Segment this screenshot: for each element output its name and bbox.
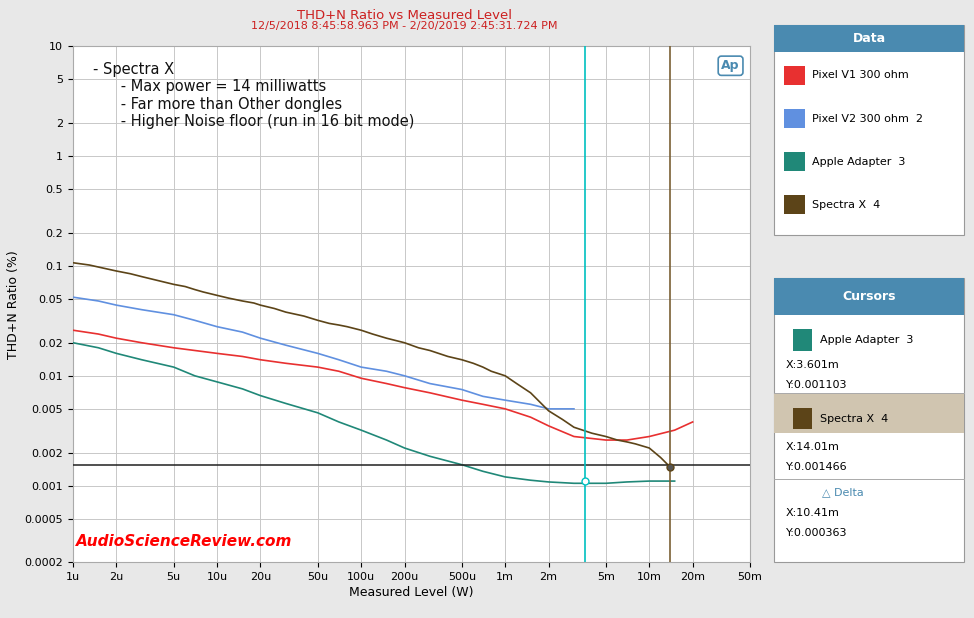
Text: Y:0.001466: Y:0.001466 bbox=[786, 462, 847, 472]
Text: Pixel V2 300 ohm  2: Pixel V2 300 ohm 2 bbox=[812, 114, 923, 124]
Bar bbox=[774, 25, 964, 52]
Text: Cursors: Cursors bbox=[843, 290, 896, 303]
Text: AudioScienceReview.com: AudioScienceReview.com bbox=[76, 535, 293, 549]
Text: Ap: Ap bbox=[722, 59, 740, 72]
Bar bbox=[784, 109, 805, 128]
Text: - Spectra X
      - Max power = 14 milliwatts
      - Far more than Other dongle: - Spectra X - Max power = 14 milliwatts … bbox=[94, 62, 415, 129]
Bar bbox=[774, 393, 964, 433]
Text: Spectra X  4: Spectra X 4 bbox=[812, 200, 880, 210]
Text: Apple Adapter  3: Apple Adapter 3 bbox=[812, 156, 906, 167]
Text: X:14.01m: X:14.01m bbox=[786, 442, 840, 452]
Text: △ Delta: △ Delta bbox=[822, 488, 864, 497]
Text: X:3.601m: X:3.601m bbox=[786, 360, 840, 370]
Text: 12/5/2018 8:45:58.963 PM - 2/20/2019 2:45:31.724 PM: 12/5/2018 8:45:58.963 PM - 2/20/2019 2:4… bbox=[251, 21, 557, 31]
Text: Data: Data bbox=[852, 32, 886, 45]
Bar bbox=[784, 152, 805, 171]
X-axis label: Measured Level (W): Measured Level (W) bbox=[350, 586, 473, 599]
Text: Spectra X  4: Spectra X 4 bbox=[820, 414, 888, 424]
Bar bbox=[774, 278, 964, 315]
Bar bbox=[784, 66, 805, 85]
Y-axis label: THD+N Ratio (%): THD+N Ratio (%) bbox=[8, 250, 20, 358]
Text: Y:0.001103: Y:0.001103 bbox=[786, 379, 847, 390]
Bar bbox=[794, 408, 812, 430]
Text: Y:0.000363: Y:0.000363 bbox=[786, 528, 847, 538]
Text: Pixel V1 300 ohm: Pixel V1 300 ohm bbox=[812, 70, 909, 80]
Text: Apple Adapter  3: Apple Adapter 3 bbox=[820, 335, 914, 345]
Bar bbox=[784, 195, 805, 214]
Text: THD+N Ratio vs Measured Level: THD+N Ratio vs Measured Level bbox=[297, 9, 511, 22]
Text: X:10.41m: X:10.41m bbox=[786, 507, 840, 518]
Bar bbox=[794, 329, 812, 350]
